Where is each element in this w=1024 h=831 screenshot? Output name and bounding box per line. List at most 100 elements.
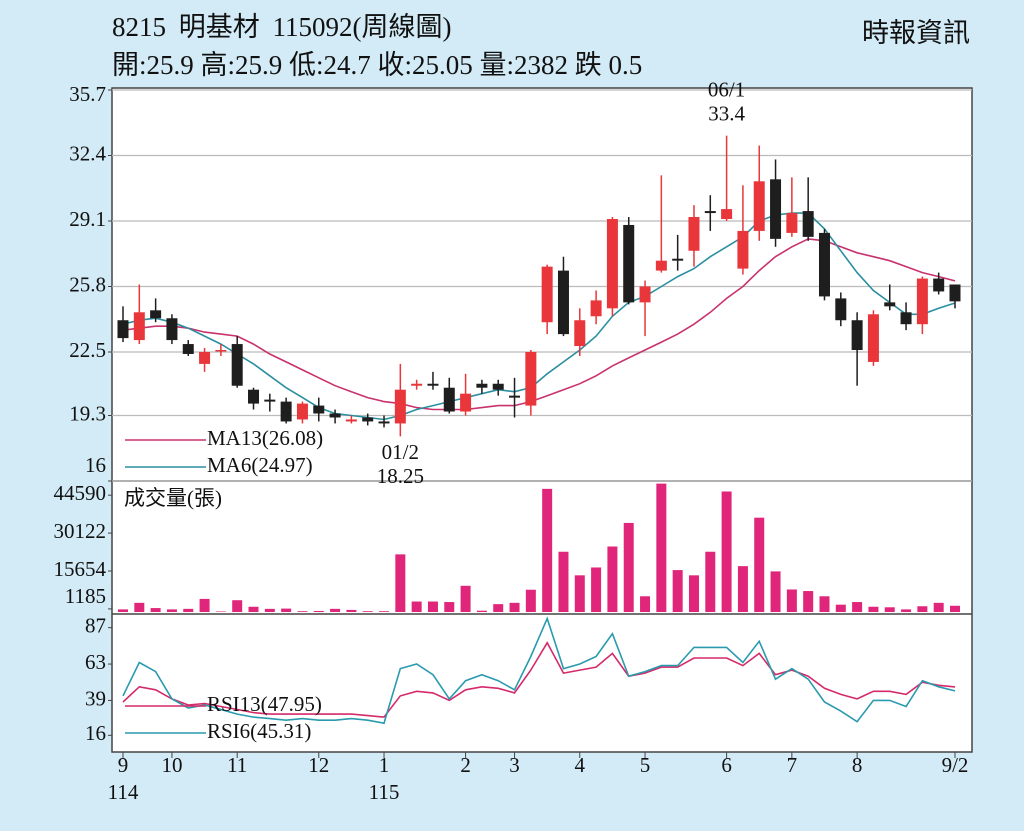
candle-body xyxy=(280,401,292,422)
candle-body xyxy=(916,278,928,325)
volume-bar xyxy=(281,608,292,612)
x-year-label: 114 xyxy=(108,780,139,804)
y-tick-label: 87 xyxy=(85,613,106,637)
volume-bar xyxy=(705,551,716,612)
volume-bar xyxy=(737,566,748,612)
volume-bar xyxy=(232,600,243,612)
candle-body xyxy=(900,312,912,325)
volume-bar xyxy=(264,608,275,612)
x-tick-label: 9 xyxy=(118,753,129,777)
candle-body xyxy=(378,421,390,424)
volume-bar xyxy=(395,554,406,612)
x-year-label: 115 xyxy=(369,780,400,804)
candle-body xyxy=(590,300,602,317)
candle-body xyxy=(851,320,863,351)
volume-bar xyxy=(884,607,895,612)
volume-bar xyxy=(754,517,765,612)
candle-body xyxy=(802,211,814,237)
candle-body xyxy=(133,312,145,341)
x-tick-label: 4 xyxy=(575,753,586,777)
volume-bar xyxy=(558,551,569,612)
candle-body xyxy=(574,320,586,347)
y-tick-label: 35.7 xyxy=(69,82,106,106)
candle-body xyxy=(672,258,684,261)
volume-bar xyxy=(688,575,699,612)
candle-body xyxy=(329,413,341,418)
candle-body xyxy=(492,383,504,390)
volume-bar xyxy=(509,602,520,612)
y-tick-label: 1185 xyxy=(65,584,106,608)
volume-bar xyxy=(803,591,814,612)
volume-bar xyxy=(525,589,536,612)
volume-bar xyxy=(411,601,422,612)
series-line xyxy=(122,641,956,718)
x-tick-label: 7 xyxy=(787,753,798,777)
y-tick-label: 30122 xyxy=(54,519,107,543)
candle-body xyxy=(949,284,961,302)
source: 時報資訊 xyxy=(862,18,970,48)
candle-body xyxy=(655,260,667,271)
candle-body xyxy=(525,351,537,406)
candle-body xyxy=(476,383,488,388)
candle-body xyxy=(818,232,830,297)
chart-title: 8215 明基材 115092(周線圖) xyxy=(112,12,451,42)
x-tick-label: 9/2 xyxy=(942,753,969,777)
panel-title: 成交量(張) xyxy=(124,486,222,510)
candle-body xyxy=(509,395,521,398)
y-tick-label: 63 xyxy=(85,650,106,674)
y-tick-label: 16 xyxy=(85,453,106,477)
volume-bar xyxy=(950,605,960,612)
candle-body xyxy=(248,389,260,404)
candle-body xyxy=(443,387,455,412)
candle-body xyxy=(150,310,162,319)
volume-bar xyxy=(933,602,944,612)
volume-bar xyxy=(835,604,846,612)
volume-bar xyxy=(427,601,438,612)
volume-bar xyxy=(134,602,145,612)
x-tick-label: 11 xyxy=(227,753,247,777)
volume-bar xyxy=(852,602,863,612)
candle-body xyxy=(117,320,129,339)
x-tick-label: 2 xyxy=(460,753,471,777)
candle-body xyxy=(933,278,945,292)
candle-body xyxy=(199,351,211,364)
candle-body xyxy=(623,224,635,303)
candle-body xyxy=(166,318,178,341)
summary: 開:25.9 高:25.9 低:24.7 收:25.05 量:2382 跌 0.… xyxy=(112,50,642,80)
volume-bar xyxy=(672,570,683,612)
legend-label: MA6(24.97) xyxy=(207,453,313,477)
candle-body xyxy=(394,389,406,424)
volume-bar xyxy=(379,611,390,612)
candle-body xyxy=(704,211,716,214)
y-tick-label: 32.4 xyxy=(69,141,106,165)
volume-bar xyxy=(868,606,879,612)
candle-body xyxy=(606,219,618,309)
volume-bar xyxy=(330,608,341,612)
volume-bar xyxy=(901,609,912,612)
x-tick-label: 8 xyxy=(852,753,863,777)
volume-bar xyxy=(607,546,618,612)
annotation-value: 33.4 xyxy=(708,101,745,125)
volume-bar xyxy=(215,611,226,612)
y-tick-label: 44590 xyxy=(54,481,107,505)
volume-bar xyxy=(460,585,471,612)
volume-bar xyxy=(150,608,161,612)
candle-body xyxy=(182,344,194,354)
y-tick-label: 15654 xyxy=(54,557,107,581)
volume-bar xyxy=(493,604,504,612)
volume-bar xyxy=(183,608,194,612)
annotation-label: 01/2 xyxy=(382,440,419,464)
volume-bar xyxy=(542,488,553,612)
volume-bar xyxy=(476,610,487,612)
volume-bar xyxy=(248,606,259,612)
candle-body xyxy=(345,419,357,422)
y-tick-label: 25.8 xyxy=(69,272,106,296)
volume-bar xyxy=(574,575,585,612)
volume-bar xyxy=(346,609,357,612)
series-line xyxy=(122,212,956,421)
candle-body xyxy=(296,403,308,420)
volume-bar xyxy=(786,589,797,612)
legend-label: RSI6(45.31) xyxy=(207,719,311,743)
candle-body xyxy=(867,314,879,362)
